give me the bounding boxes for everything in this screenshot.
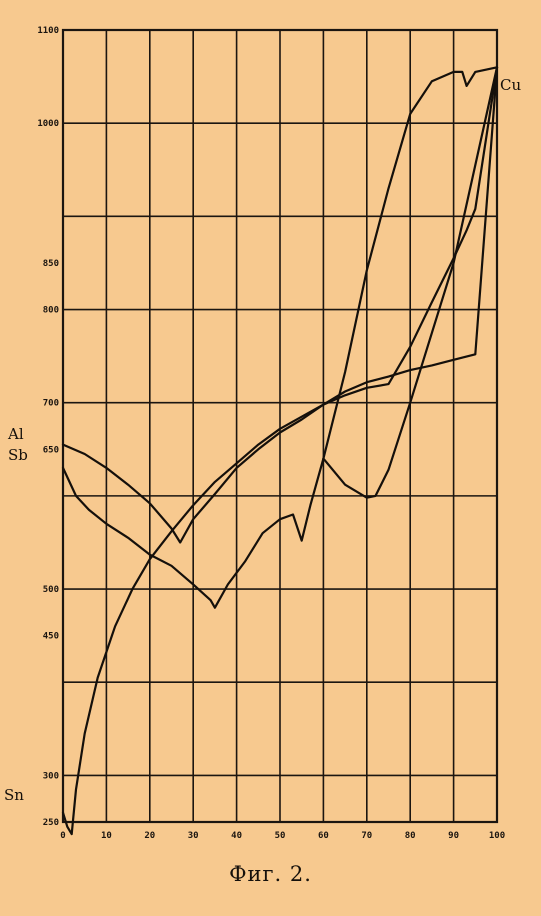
x-tick-label: 40 bbox=[231, 831, 242, 841]
x-tick-label: 70 bbox=[361, 831, 372, 841]
x-tick-label: 100 bbox=[489, 831, 505, 841]
y-tick-label: 700 bbox=[43, 399, 59, 409]
plot-frame bbox=[61, 28, 499, 824]
y-tick-label: 1000 bbox=[37, 119, 59, 129]
series-line-sb bbox=[61, 66, 499, 609]
series-label-sn: Sn bbox=[4, 786, 24, 804]
y-tick-label: 800 bbox=[43, 306, 59, 316]
x-tick-label: 50 bbox=[275, 831, 286, 841]
x-tick-label: 60 bbox=[318, 831, 329, 841]
y-tick-label: 850 bbox=[43, 259, 59, 269]
x-tick-label: 10 bbox=[101, 831, 112, 841]
series-label-cu: Cu bbox=[500, 76, 521, 94]
x-tick-label: 30 bbox=[188, 831, 199, 841]
series-line-sn bbox=[61, 66, 499, 836]
chart-grid bbox=[61, 28, 499, 824]
x-tick-label: 0 bbox=[60, 831, 65, 841]
series-label-sb: Sb bbox=[8, 446, 28, 464]
chart-curves bbox=[61, 66, 499, 836]
series-line-sb-cu-branch bbox=[322, 66, 499, 499]
x-tick-label: 20 bbox=[144, 831, 155, 841]
y-tick-label: 250 bbox=[43, 818, 59, 828]
x-tick-label: 80 bbox=[405, 831, 416, 841]
y-tick-label: 500 bbox=[43, 585, 59, 595]
y-tick-label: 300 bbox=[43, 771, 59, 781]
x-tick-label: 90 bbox=[448, 831, 459, 841]
series-label-al: Al bbox=[7, 425, 24, 443]
figure-caption: Фиг. 2. bbox=[229, 862, 312, 886]
y-tick-label: 650 bbox=[43, 445, 59, 455]
y-tick-label: 450 bbox=[43, 632, 59, 642]
y-tick-label: 1100 bbox=[37, 26, 59, 36]
chart-labels: 0 10 20 30 40 50 60 70 80 90 100 250 300 450 500 650 700… bbox=[37, 26, 505, 841]
